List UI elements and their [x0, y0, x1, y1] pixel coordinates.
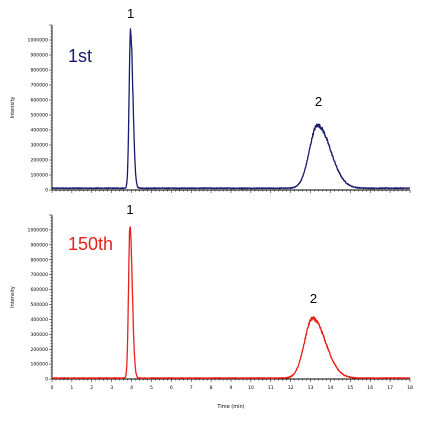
y-tick-label: 100000 [30, 362, 48, 368]
x-tick-label: 8 [210, 385, 213, 391]
x-tick-label: 15 [347, 385, 353, 391]
peak-label: 2 [310, 291, 317, 306]
x-tick-label: 11 [268, 385, 274, 391]
y-tick-label: 300000 [30, 143, 48, 149]
y-tick-label: 600000 [30, 98, 48, 104]
x-tick-label: 12 [288, 385, 294, 391]
x-tick-label: 13 [308, 385, 314, 391]
y-tick-label: 700000 [30, 83, 48, 89]
x-tick-label: 0 [51, 385, 54, 391]
y-tick-label: 0 [45, 188, 48, 194]
x-tick-label: 10 [248, 385, 254, 391]
y-axis-title: Intensity [10, 286, 16, 308]
y-tick-label: 500000 [30, 113, 48, 119]
y-tick-label: 1000000 [28, 228, 49, 234]
panel-label: 150th [68, 234, 113, 254]
y-tick-label: 800000 [30, 68, 48, 74]
panel-label: 1st [68, 46, 92, 66]
y-tick-label: 600000 [30, 287, 48, 293]
x-axis-title: Time (min) [216, 404, 244, 410]
x-tick-label: 18 [407, 385, 413, 391]
y-tick-label: 900000 [30, 242, 48, 248]
x-tick-label: 9 [230, 385, 233, 391]
peak-label: 2 [315, 94, 322, 109]
y-tick-label: 1000000 [28, 38, 49, 44]
y-tick-label: 900000 [30, 53, 48, 59]
y-tick-label: 200000 [30, 158, 48, 164]
y-tick-label: 100000 [30, 173, 48, 179]
y-tick-label: 500000 [30, 302, 48, 308]
y-tick-label: 400000 [30, 128, 48, 134]
y-tick-label: 400000 [30, 317, 48, 323]
x-tick-label: 14 [328, 385, 334, 391]
y-tick-label: 300000 [30, 332, 48, 338]
chromatogram-trace [51, 28, 411, 190]
peak-label: 1 [126, 202, 133, 217]
x-tick-label: 3 [110, 385, 113, 391]
y-tick-label: 0 [45, 377, 48, 383]
x-tick-label: 2 [90, 385, 93, 391]
chromatogram-trace [51, 226, 411, 380]
y-tick-label: 200000 [30, 347, 48, 353]
y-tick-label: 800000 [30, 257, 48, 263]
x-tick-label: 1 [70, 385, 73, 391]
x-tick-label: 5 [150, 385, 153, 391]
peak-label: 1 [127, 6, 134, 21]
y-tick-label: 700000 [30, 272, 48, 278]
x-tick-label: 6 [170, 385, 173, 391]
y-axis-title: Intensity [10, 97, 16, 119]
x-tick-label: 7 [190, 385, 193, 391]
x-tick-label: 16 [367, 385, 373, 391]
x-tick-label: 4 [130, 385, 133, 391]
x-tick-label: 17 [387, 385, 393, 391]
